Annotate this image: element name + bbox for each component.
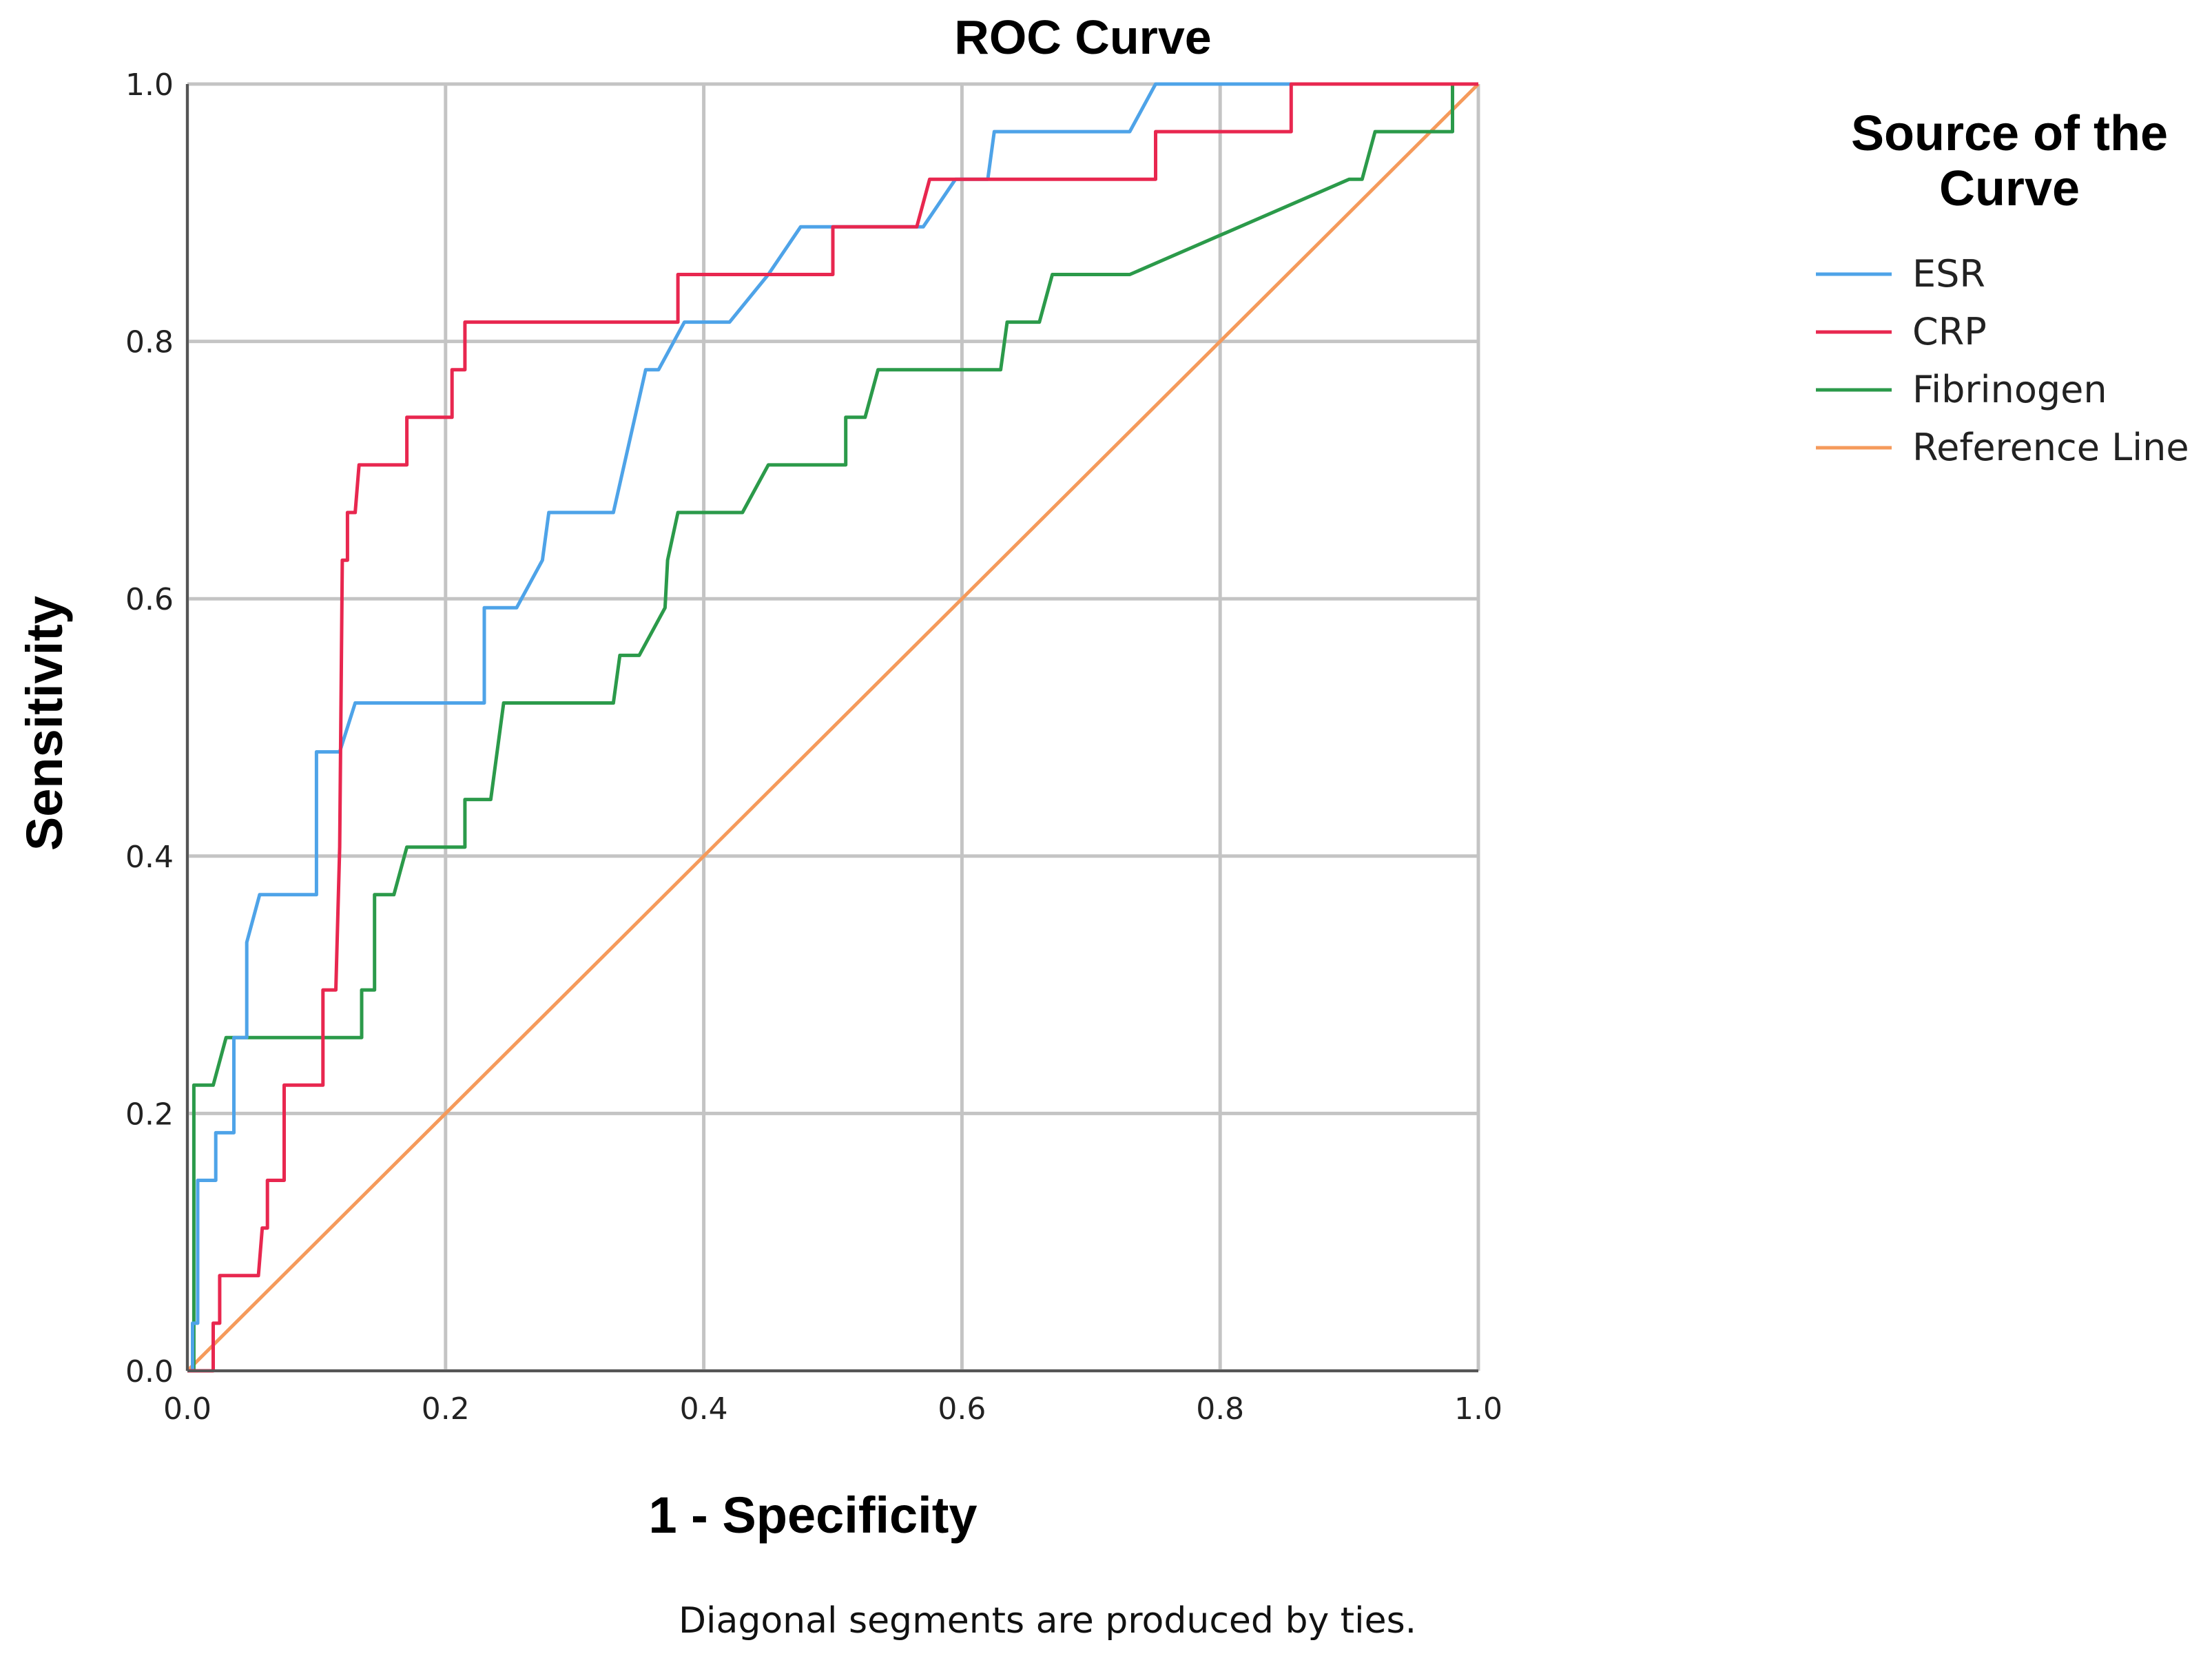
series-lines: [186, 82, 1480, 1373]
x-tick-labels: 0.0 0.2 0.4 0.6 0.8 1.0: [163, 1391, 1502, 1427]
x-tick-label: 0.6: [938, 1391, 986, 1427]
legend-label: ESR: [1912, 252, 1985, 296]
x-tick-label: 0.4: [680, 1391, 728, 1427]
footnote: Diagonal segments are produced by ties.: [679, 1600, 1416, 1642]
x-tick-label: 1.0: [1454, 1391, 1502, 1427]
legend-label: Fibrinogen: [1912, 368, 2107, 411]
x-tick-label: 0.0: [163, 1391, 211, 1427]
y-tick-label: 0.0: [125, 1354, 174, 1389]
chart-title: ROC Curve: [954, 10, 1211, 64]
legend: Source of the Curve ESR CRP Fibrinogen Refe…: [1816, 106, 2189, 469]
x-tick-label: 0.8: [1196, 1391, 1244, 1427]
series-line-esr: [187, 82, 1478, 1373]
y-tick-label: 1.0: [125, 68, 174, 103]
series-line-fibrinogen: [187, 82, 1478, 1373]
grid: [185, 82, 1480, 1373]
y-tick-label: 0.6: [125, 582, 174, 617]
series-line-crp: [187, 82, 1478, 1373]
x-axis-title: 1 - Specificity: [648, 1487, 977, 1544]
y-tick-labels: 0.0 0.2 0.4 0.6 0.8 1.0: [125, 68, 174, 1389]
series-line-reference-line: [186, 83, 1480, 1372]
y-tick-label: 0.4: [125, 840, 174, 875]
plot-frame: [186, 84, 1478, 1372]
legend-label: Reference Line: [1912, 426, 2189, 469]
legend-title-line-2: Curve: [1939, 161, 2080, 216]
y-axis-title: Sensitivity: [16, 596, 73, 851]
x-tick-label: 0.2: [422, 1391, 470, 1427]
legend-items: ESR CRP Fibrinogen Reference Line: [1816, 252, 2189, 469]
legend-label: CRP: [1912, 310, 1987, 353]
legend-title-line-1: Source of the: [1851, 106, 2168, 161]
y-tick-label: 0.8: [125, 325, 174, 360]
y-tick-label: 0.2: [125, 1097, 174, 1132]
